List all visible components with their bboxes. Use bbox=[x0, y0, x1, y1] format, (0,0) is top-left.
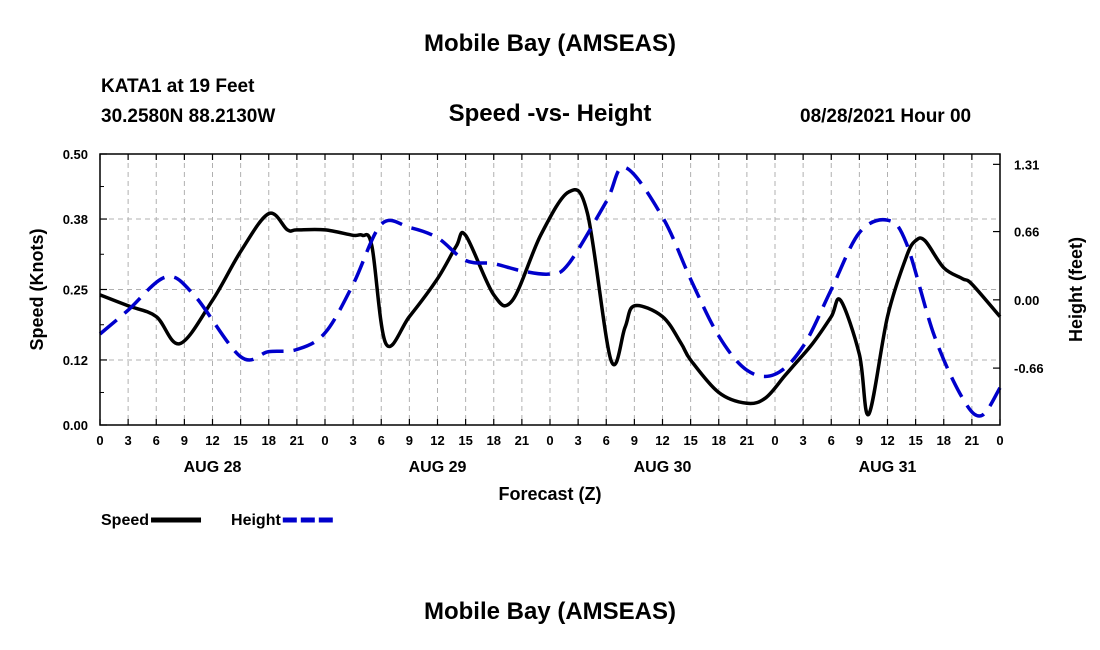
x-tick-label: 21 bbox=[965, 433, 979, 448]
series-line-speed bbox=[99, 188, 1002, 417]
y-left-tick-label: 0.38 bbox=[63, 212, 88, 227]
x-tick-label: 0 bbox=[96, 433, 103, 448]
x-day-label: AUG 31 bbox=[859, 459, 917, 476]
station-label: KATA1 at 19 Feet bbox=[101, 76, 255, 97]
x-tick-label: 9 bbox=[181, 433, 188, 448]
x-tick-label: 15 bbox=[908, 433, 922, 448]
x-tick-label: 6 bbox=[603, 433, 610, 448]
x-tick-label: 0 bbox=[321, 433, 328, 448]
legend-label-height: Height bbox=[231, 512, 281, 529]
x-tick-label: 21 bbox=[290, 433, 304, 448]
legend-label-speed: Speed bbox=[101, 512, 149, 529]
x-tick-label: 15 bbox=[233, 433, 247, 448]
x-tick-label: 0 bbox=[771, 433, 778, 448]
chart-legend: Speed Height bbox=[101, 512, 333, 529]
series-line-height bbox=[98, 165, 1002, 418]
y-left-tick-label: 0.25 bbox=[63, 283, 88, 298]
x-tick-label: 18 bbox=[262, 433, 276, 448]
x-day-label: AUG 28 bbox=[184, 459, 242, 476]
x-tick-label: 9 bbox=[856, 433, 863, 448]
x-day-label: AUG 30 bbox=[634, 459, 692, 476]
x-tick-label: 18 bbox=[712, 433, 726, 448]
x-day-label: AUG 29 bbox=[409, 459, 467, 476]
x-tick-label: 0 bbox=[996, 433, 1003, 448]
x-tick-label: 6 bbox=[828, 433, 835, 448]
chart-series bbox=[98, 165, 1002, 418]
y-axis-right-title: Height (feet) bbox=[1066, 237, 1086, 342]
x-tick-label: 18 bbox=[937, 433, 951, 448]
x-tick-label: 0 bbox=[546, 433, 553, 448]
y-right-tick-label: 0.00 bbox=[1014, 293, 1039, 308]
x-tick-label: 3 bbox=[800, 433, 807, 448]
footer-title: Mobile Bay (AMSEAS) bbox=[423, 598, 677, 625]
y-left-tick-label: 0.50 bbox=[63, 147, 88, 162]
x-tick-label: 21 bbox=[515, 433, 529, 448]
x-tick-label: 21 bbox=[740, 433, 754, 448]
y-axis-left-title: Speed (Knots) bbox=[27, 228, 47, 350]
coordinates-label: 30.2580N 88.2130W bbox=[101, 106, 276, 127]
x-tick-label: 12 bbox=[655, 433, 669, 448]
x-tick-label: 12 bbox=[205, 433, 219, 448]
x-tick-label: 3 bbox=[575, 433, 582, 448]
x-tick-label: 6 bbox=[153, 433, 160, 448]
x-tick-label: 15 bbox=[683, 433, 697, 448]
x-tick-label: 18 bbox=[487, 433, 501, 448]
x-tick-label: 3 bbox=[125, 433, 132, 448]
chart-axes: 0 3 6 9 12 15 18 21 0 3 6 9 12 15 18 21 0 3 6 9 12 15 18 21 0 3 6 9… bbox=[63, 147, 1044, 476]
x-tick-label: 6 bbox=[378, 433, 385, 448]
y-left-tick-label: 0.00 bbox=[63, 418, 88, 433]
y-right-tick-label: 0.66 bbox=[1014, 225, 1039, 240]
y-right-tick-label: 1.31 bbox=[1014, 157, 1039, 172]
chart-grid bbox=[100, 154, 1000, 425]
y-right-tick-label: -0.66 bbox=[1014, 361, 1044, 376]
x-tick-label: 3 bbox=[350, 433, 357, 448]
chart-subtitle: Speed -vs- Height bbox=[448, 100, 652, 127]
x-tick-label: 9 bbox=[406, 433, 413, 448]
x-tick-label: 9 bbox=[631, 433, 638, 448]
x-axis-title: Forecast (Z) bbox=[498, 484, 601, 504]
forecast-datetime: 08/28/2021 Hour 00 bbox=[800, 106, 972, 127]
y-left-tick-label: 0.12 bbox=[63, 353, 88, 368]
x-tick-label: 12 bbox=[430, 433, 444, 448]
x-tick-label: 12 bbox=[880, 433, 894, 448]
x-tick-label: 15 bbox=[458, 433, 472, 448]
page-title: Mobile Bay (AMSEAS) bbox=[423, 30, 677, 57]
